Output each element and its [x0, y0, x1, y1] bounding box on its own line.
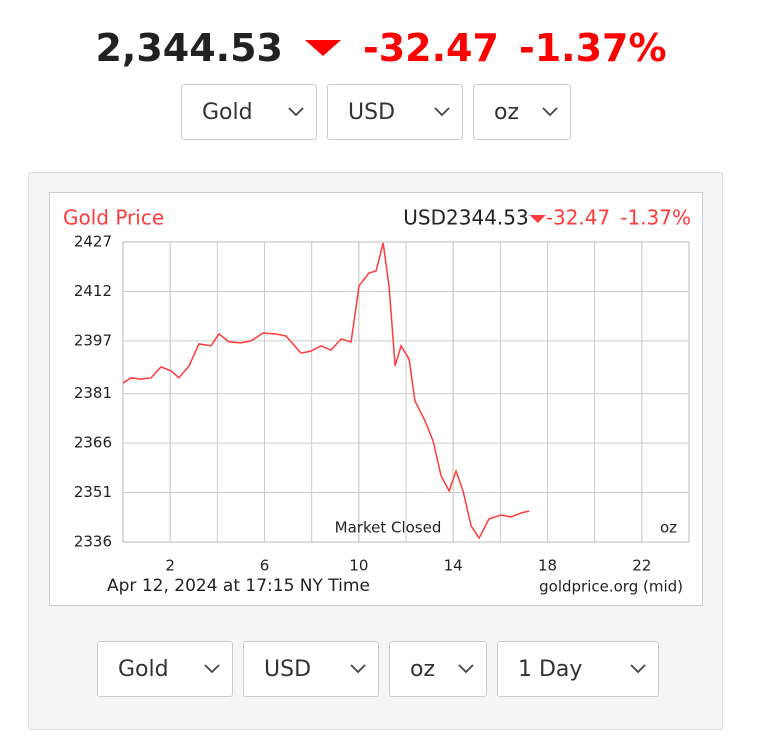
dropdown-label: oz: [410, 656, 436, 682]
dropdown-label: USD: [348, 99, 396, 125]
dropdown[interactable]: oz: [389, 641, 487, 697]
price-label: USD2344.53: [403, 206, 528, 230]
chart: Gold Price -1.37% -32.47 USD2344.53 2336 2351…: [49, 192, 703, 606]
x-tick-label: 2: [165, 557, 175, 575]
price-line: [122, 242, 530, 540]
header: 2,344.53 -32.47 -1.37%: [0, 26, 762, 70]
x-tick-label: 18: [538, 557, 557, 575]
percent: -1.37%: [620, 206, 691, 230]
y-tick-label: 2427: [74, 233, 112, 251]
annotation: Market Closed: [335, 519, 442, 537]
y-tick-label: 2381: [74, 384, 112, 402]
footer-left: Apr 12, 2024 at 17:15 NY Time: [107, 576, 370, 596]
percent: -1.37%: [518, 26, 667, 70]
y-tick-label: 2397: [74, 331, 112, 349]
dropdown-label: Gold: [118, 656, 169, 682]
chevron: [350, 664, 366, 674]
x-tick-label: 22: [632, 557, 651, 575]
annotation: oz: [660, 519, 677, 537]
dropdown-label: Gold: [202, 99, 253, 125]
dropdown[interactable]: Gold: [181, 84, 317, 140]
chevron: [204, 664, 220, 674]
plot-border: [122, 241, 690, 543]
y-tick-label: 2336: [74, 533, 112, 551]
footer-right: goldprice.org (mid): [539, 578, 683, 596]
dropdown[interactable]: USD: [243, 641, 379, 697]
change: -32.47: [546, 206, 610, 230]
down-arrow: [304, 40, 341, 56]
chevron: [542, 107, 558, 117]
dropdown-label: oz: [494, 99, 520, 125]
price: 2,344.53: [95, 26, 283, 70]
down-arrow: [529, 215, 546, 223]
dropdown-label: 1 Day: [518, 656, 583, 682]
x-tick-label: 14: [444, 557, 463, 575]
chart-title: Gold Price: [63, 206, 164, 230]
dropdown[interactable]: 1 Day: [497, 641, 659, 697]
y-tick-label: 2366: [74, 434, 112, 452]
x-tick-label: 10: [349, 557, 368, 575]
chevron: [458, 664, 474, 674]
x-tick-label: 6: [260, 557, 270, 575]
dropdown[interactable]: Gold: [97, 641, 233, 697]
chevron: [434, 107, 450, 117]
change: -32.47: [362, 26, 499, 70]
y-tick-label: 2351: [74, 483, 112, 501]
dropdown[interactable]: oz: [473, 84, 571, 140]
chevron: [630, 664, 646, 674]
y-tick-label: 2412: [74, 282, 112, 300]
dropdown[interactable]: USD: [327, 84, 463, 140]
chevron: [288, 107, 304, 117]
dropdown-label: USD: [264, 656, 312, 682]
